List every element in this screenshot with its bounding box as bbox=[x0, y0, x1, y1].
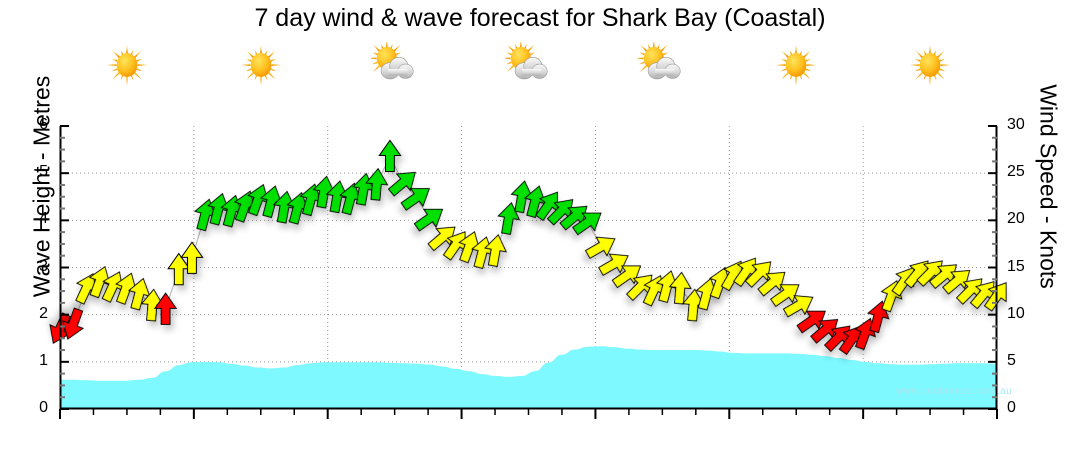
right-tick-20: 20 bbox=[1007, 210, 1025, 228]
wind-arrow bbox=[387, 171, 416, 197]
wind-arrow bbox=[757, 271, 786, 297]
wind-arrow bbox=[484, 234, 507, 267]
wind-arrow bbox=[796, 310, 826, 334]
wave-height-area bbox=[60, 346, 997, 409]
wind-arrow-glyph bbox=[484, 234, 507, 267]
wind-arrow-glyph bbox=[427, 226, 456, 252]
sunny-icon bbox=[729, 42, 863, 90]
wind-arrow-glyph bbox=[796, 310, 826, 334]
wind-arrow-glyph bbox=[983, 282, 1007, 312]
watermark: www.seabreeze.com.au bbox=[896, 386, 1013, 397]
wind-arrow bbox=[62, 307, 85, 340]
day-header-saturday bbox=[328, 38, 462, 90]
sunny-icon bbox=[60, 42, 194, 90]
wind-arrow-glyph bbox=[167, 252, 191, 286]
wind-arrow bbox=[497, 201, 521, 235]
forecast-plot-area bbox=[49, 125, 1007, 419]
wind-arrow bbox=[668, 271, 692, 305]
partly-cloudy-icon bbox=[595, 42, 729, 90]
day-header-tuesday bbox=[729, 38, 863, 90]
wind-arrow-glyph bbox=[611, 265, 642, 289]
wind-arrow bbox=[770, 284, 800, 308]
wind-arrow bbox=[810, 319, 839, 344]
right-tick-30: 30 bbox=[1007, 116, 1025, 133]
wind-arrow bbox=[983, 282, 1007, 312]
left-tick-6: 6 bbox=[39, 116, 48, 133]
wind-arrow bbox=[378, 139, 402, 173]
right-tick-0: 0 bbox=[1007, 399, 1016, 416]
wind-arrow-glyph bbox=[413, 208, 444, 232]
right-tick-15: 15 bbox=[1007, 257, 1025, 275]
wind-arrow-glyph bbox=[584, 236, 616, 259]
wind-arrow bbox=[153, 292, 178, 325]
partly-cloudy-icon bbox=[328, 42, 462, 90]
left-tick-5: 5 bbox=[39, 163, 48, 181]
wind-arrow-glyph bbox=[668, 271, 692, 305]
day-header-monday bbox=[595, 38, 729, 90]
wind-arrow-glyph bbox=[757, 271, 786, 297]
wind-arrow-glyph bbox=[365, 167, 389, 201]
day-header-thursday bbox=[60, 38, 194, 90]
wind-arrow-glyph bbox=[400, 188, 431, 211]
wind-arrow bbox=[782, 295, 814, 318]
wind-arrow-glyph bbox=[62, 307, 85, 340]
left-tick-3: 3 bbox=[39, 257, 48, 275]
wind-arrow bbox=[400, 188, 431, 211]
left-tick-0: 0 bbox=[39, 399, 48, 416]
sunny-icon bbox=[863, 42, 997, 90]
wind-arrow bbox=[572, 212, 602, 236]
sunny-icon bbox=[194, 42, 328, 90]
right-axis-title: Wind Speed - Knots bbox=[1035, 84, 1062, 289]
wind-arrow-glyph bbox=[770, 284, 800, 308]
wind-arrow-glyph bbox=[598, 253, 629, 276]
wind-arrow bbox=[598, 253, 629, 276]
day-header-wednesday bbox=[863, 38, 997, 90]
left-tick-4: 4 bbox=[39, 210, 48, 228]
wind-arrow bbox=[413, 208, 444, 232]
wind-arrow-glyph bbox=[782, 295, 814, 318]
wind-arrow bbox=[611, 265, 642, 289]
left-tick-2: 2 bbox=[39, 304, 48, 322]
wind-arrow bbox=[854, 317, 876, 351]
left-axis-title: Wave Height - Metres bbox=[28, 75, 55, 298]
left-tick-1: 1 bbox=[39, 351, 48, 369]
wind-arrow-glyph bbox=[378, 139, 402, 173]
wind-arrow bbox=[180, 241, 204, 274]
wind-arrow-glyph bbox=[387, 171, 416, 197]
plot-svg bbox=[49, 125, 1007, 419]
wind-arrow-glyph bbox=[744, 261, 772, 288]
day-header-sunday bbox=[462, 38, 596, 90]
right-tick-10: 10 bbox=[1007, 304, 1025, 322]
right-tick-25: 25 bbox=[1007, 163, 1025, 181]
wind-arrow-glyph bbox=[942, 269, 971, 295]
page-title: 7 day wind & wave forecast for Shark Bay… bbox=[254, 4, 826, 32]
wind-arrow-glyph bbox=[180, 241, 204, 274]
wind-arrow bbox=[584, 236, 616, 259]
wind-arrow-glyph bbox=[497, 201, 521, 235]
wind-arrow bbox=[942, 269, 971, 295]
wind-arrow-glyph bbox=[810, 319, 839, 344]
right-tick-5: 5 bbox=[1007, 351, 1016, 369]
wind-speed-trace bbox=[59, 155, 998, 340]
wind-arrow-glyph bbox=[572, 212, 602, 236]
wind-arrow bbox=[427, 226, 456, 252]
wind-arrow-glyph bbox=[153, 292, 178, 325]
wind-arrow bbox=[365, 167, 389, 201]
day-header-friday bbox=[194, 38, 328, 90]
wind-arrow-series bbox=[49, 139, 1007, 355]
wind-arrow bbox=[744, 261, 772, 288]
wind-arrow bbox=[167, 252, 191, 286]
partly-cloudy-icon bbox=[462, 42, 596, 90]
wind-arrow-glyph bbox=[854, 317, 876, 351]
